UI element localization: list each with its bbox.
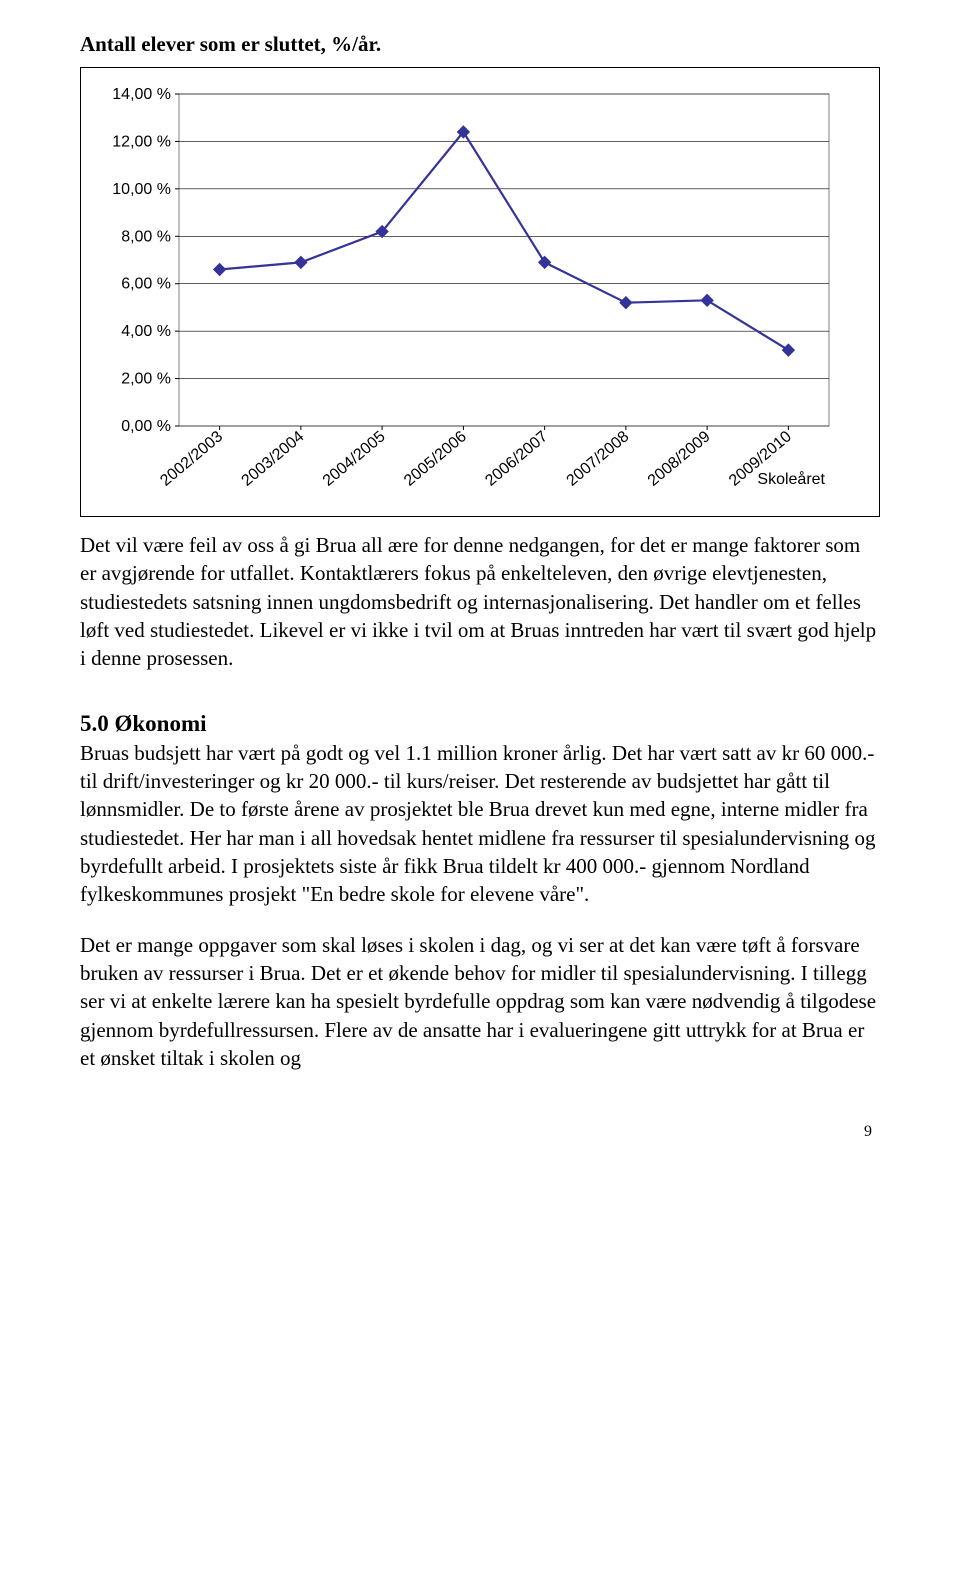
line-chart: 0,00 % 2,00 % 4,00 % 6,00 % 8,00 % 10,00 % 12,… xyxy=(99,86,839,506)
section-heading-economy: 5.0 Økonomi xyxy=(80,711,880,737)
svg-text:2,00 %: 2,00 % xyxy=(121,371,171,388)
document-page: Antall elever som er sluttet, %/år. 0,00… xyxy=(0,0,960,1181)
paragraph-1: Det vil være feil av oss å gi Brua all æ… xyxy=(80,531,880,673)
svg-text:12,00 %: 12,00 % xyxy=(112,133,171,150)
body-text-1: Det vil være feil av oss å gi Brua all æ… xyxy=(80,531,880,673)
svg-text:2002/2003: 2002/2003 xyxy=(157,428,226,490)
svg-text:2004/2005: 2004/2005 xyxy=(320,428,389,490)
svg-text:2007/2008: 2007/2008 xyxy=(564,428,633,490)
svg-text:2006/2007: 2006/2007 xyxy=(482,428,551,490)
paragraph-2: Bruas budsjett har vært på godt og vel 1… xyxy=(80,739,880,909)
page-number: 9 xyxy=(80,1123,880,1141)
svg-text:6,00 %: 6,00 % xyxy=(121,276,171,293)
svg-text:4,00 %: 4,00 % xyxy=(121,323,171,340)
chart-title: Antall elever som er sluttet, %/år. xyxy=(80,32,880,57)
svg-text:14,00 %: 14,00 % xyxy=(112,86,171,103)
svg-text:10,00 %: 10,00 % xyxy=(112,181,171,198)
svg-text:0,00 %: 0,00 % xyxy=(121,418,171,435)
paragraph-3: Det er mange oppgaver som skal løses i s… xyxy=(80,931,880,1073)
svg-text:Skoleåret: Skoleåret xyxy=(757,470,825,488)
svg-text:2008/2009: 2008/2009 xyxy=(645,428,714,490)
svg-text:2003/2004: 2003/2004 xyxy=(239,428,308,490)
body-text-2: Bruas budsjett har vært på godt og vel 1… xyxy=(80,739,880,909)
svg-text:8,00 %: 8,00 % xyxy=(121,228,171,245)
body-text-3: Det er mange oppgaver som skal løses i s… xyxy=(80,931,880,1073)
chart-container: 0,00 % 2,00 % 4,00 % 6,00 % 8,00 % 10,00 % 12,… xyxy=(80,67,880,517)
svg-text:2005/2006: 2005/2006 xyxy=(401,428,470,490)
